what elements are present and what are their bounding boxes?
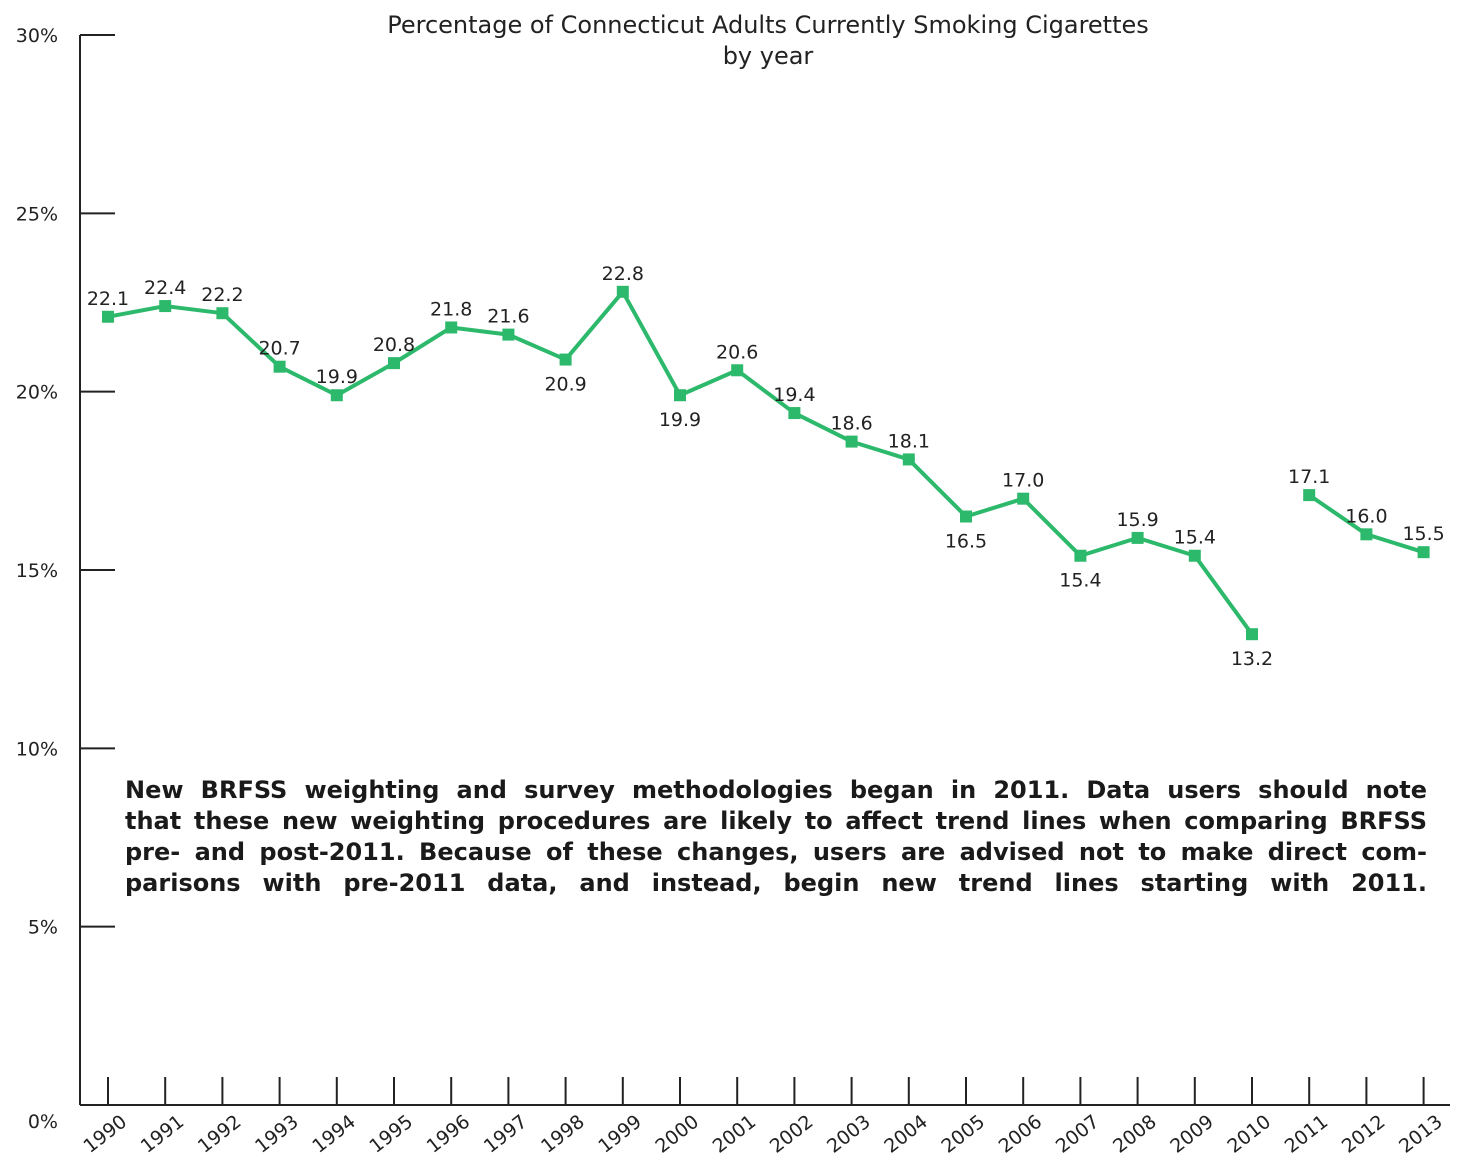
y-tick-label: 20% — [16, 382, 58, 404]
y-tick-label: 5% — [28, 917, 58, 939]
data-label: 15.5 — [1402, 523, 1444, 545]
x-tick-label: 2000 — [651, 1111, 703, 1158]
data-point — [445, 321, 458, 334]
chart-subtitle: by year — [723, 42, 814, 70]
note-line: that these new weighting procedures are … — [125, 807, 1427, 835]
data-point — [788, 407, 801, 420]
y-tick-label: 30% — [16, 25, 58, 47]
methodology-note: New BRFSS weighting and survey methodolo… — [125, 775, 1427, 899]
data-label: 20.8 — [373, 334, 415, 356]
data-label: 15.4 — [1174, 527, 1216, 549]
x-tick-label: 2007 — [1052, 1111, 1104, 1158]
data-label: 19.9 — [316, 366, 358, 388]
data-point — [159, 300, 172, 313]
chart-title: Percentage of Connecticut Adults Current… — [387, 11, 1149, 39]
series-smoking-rate — [102, 285, 1430, 641]
data-point — [1360, 528, 1373, 541]
data-point — [1074, 549, 1087, 562]
x-tick-label: 1995 — [365, 1111, 417, 1158]
x-tick-label: 2009 — [1166, 1111, 1218, 1158]
data-label: 17.1 — [1288, 466, 1330, 488]
data-point — [731, 364, 744, 377]
data-label: 15.9 — [1116, 509, 1158, 531]
x-tick-label: 2004 — [880, 1111, 932, 1158]
data-point — [616, 285, 629, 298]
x-tick-label: 2005 — [937, 1111, 989, 1158]
data-labels: 22.1 22.4 22.2 20.7 19.9 20.8 21.8 21.6 20.9 22.8… — [87, 263, 1445, 670]
data-label: 18.6 — [830, 413, 872, 435]
x-tick-label: 2003 — [823, 1111, 875, 1158]
x-tick-label: 2006 — [995, 1111, 1047, 1158]
data-label: 20.9 — [544, 374, 586, 396]
x-tick-label: 2013 — [1395, 1111, 1447, 1158]
x-tick-label: 2002 — [766, 1111, 818, 1158]
data-label: 21.8 — [430, 298, 472, 320]
data-label: 16.0 — [1345, 505, 1387, 527]
x-tick-label: 2010 — [1223, 1111, 1275, 1158]
data-point — [960, 510, 972, 523]
data-point — [1131, 531, 1144, 544]
data-point — [559, 353, 572, 366]
data-label: 21.6 — [487, 306, 529, 328]
data-label: 17.0 — [1002, 470, 1044, 492]
data-point — [102, 310, 114, 323]
x-tick-label: 1993 — [251, 1111, 303, 1158]
data-label: 15.4 — [1059, 570, 1101, 592]
data-point — [330, 389, 343, 402]
x-tick-label: 1998 — [537, 1111, 589, 1158]
x-tick-label: 1996 — [423, 1111, 475, 1158]
data-point — [1246, 628, 1258, 641]
y-axis: 0% 5% 10% 15% 20% 25% 30% — [16, 25, 115, 1133]
note-line: pre- and post-2011. Because of these cha… — [125, 838, 1427, 866]
data-point — [1303, 489, 1316, 502]
y-tick-label: 10% — [16, 738, 58, 760]
x-tick-label: 2012 — [1338, 1111, 1390, 1158]
data-label: 20.6 — [716, 341, 758, 363]
data-label: 19.4 — [773, 384, 815, 406]
y-tick-label: 0% — [28, 1111, 58, 1133]
data-label: 20.7 — [258, 338, 300, 360]
data-point — [1417, 546, 1430, 559]
data-label: 22.8 — [602, 263, 644, 285]
data-label: 19.9 — [659, 409, 701, 431]
x-tick-label: 1997 — [480, 1111, 532, 1158]
data-point — [902, 453, 915, 466]
data-point — [1017, 492, 1030, 505]
data-point — [674, 389, 686, 402]
note-line: New BRFSS weighting and survey methodolo… — [125, 776, 1427, 804]
data-label: 22.4 — [144, 277, 186, 299]
x-tick-label: 1991 — [137, 1111, 189, 1158]
x-tick-label: 1999 — [594, 1111, 646, 1158]
data-point — [273, 360, 286, 373]
data-label: 18.1 — [888, 430, 930, 452]
data-label: 22.2 — [201, 284, 243, 306]
x-tick-label: 1990 — [79, 1111, 131, 1158]
x-axis: 1990 1991 1992 1993 1994 1995 1996 1997 1998 1999… — [79, 1077, 1450, 1158]
x-tick-label: 2011 — [1281, 1111, 1333, 1158]
data-point — [845, 435, 858, 448]
y-tick-label: 25% — [16, 203, 58, 225]
data-label: 22.1 — [87, 288, 129, 310]
x-tick-label: 2001 — [709, 1111, 761, 1158]
x-tick-label: 1992 — [194, 1111, 246, 1158]
data-label: 13.2 — [1231, 648, 1273, 670]
data-point — [216, 307, 229, 320]
data-point — [388, 357, 400, 370]
x-tick-label: 1994 — [308, 1111, 360, 1158]
data-point — [502, 328, 515, 341]
y-tick-label: 15% — [16, 560, 58, 582]
data-point — [1188, 549, 1201, 562]
x-tick-label: 2008 — [1109, 1111, 1161, 1158]
note-line: parisons with pre-2011 data, and instead… — [125, 869, 1427, 897]
data-label: 16.5 — [945, 531, 987, 553]
